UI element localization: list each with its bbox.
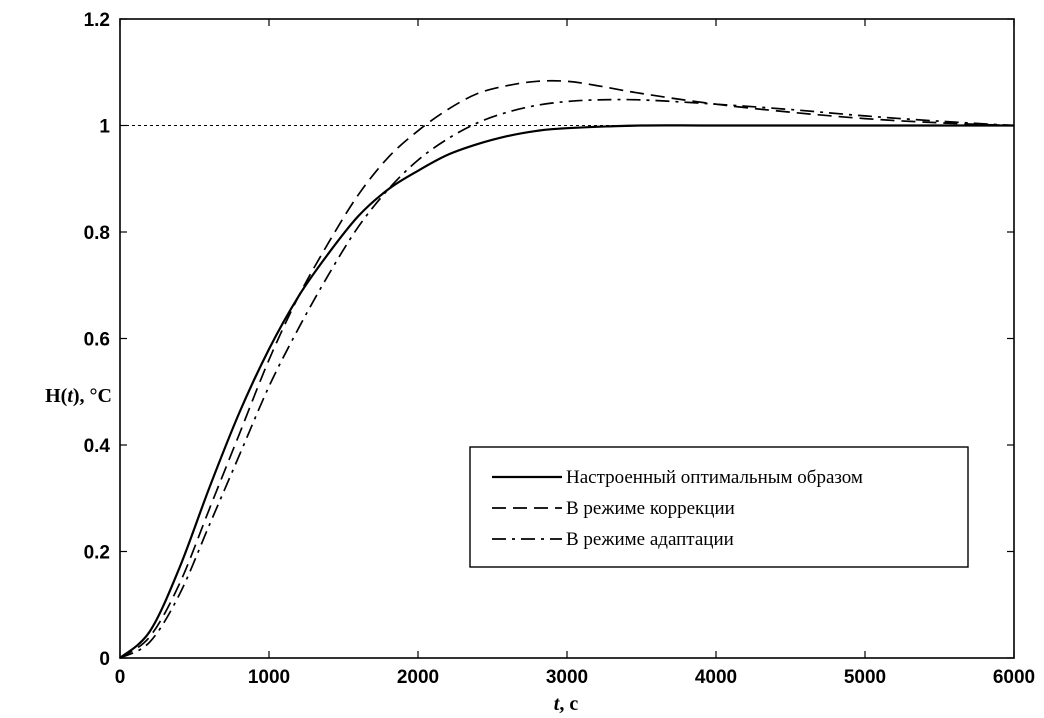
x-tick-label: 3000: [546, 667, 588, 688]
legend: Настроенный оптимальным образом В режиме …: [469, 446, 969, 568]
y-tick-label: 1: [99, 117, 110, 138]
y-tick-label: 0.4: [84, 436, 111, 457]
series-line-3: [119, 98, 1015, 659]
x-axis-label-var: t: [554, 693, 561, 715]
y-tick-label: 0: [99, 649, 110, 670]
x-tick-label: 1000: [248, 667, 290, 688]
x-tick-label: 2000: [397, 667, 439, 688]
x-axis-label-unit: , с: [559, 693, 578, 715]
y-axis-label-pre: H(: [45, 385, 68, 407]
x-tick-label: 5000: [844, 667, 886, 688]
y-tick-label: 0.2: [84, 543, 110, 564]
x-axis-label: t, с: [554, 693, 579, 715]
y-tick-label: 0.8: [84, 223, 110, 244]
legend-label-1: Настроенный оптимальным образом: [566, 467, 863, 488]
y-tick-label: 0.6: [84, 330, 110, 351]
y-tick-label: 1.2: [84, 10, 110, 31]
series-layer: [119, 79, 1015, 659]
x-tick-label: 6000: [993, 667, 1035, 688]
x-tick-label: 4000: [695, 667, 737, 688]
y-axis-label: H(t), °C: [45, 385, 112, 407]
legend-box: [469, 446, 969, 568]
y-axis-label-var: t: [67, 385, 74, 407]
y-axis-label-post: ), °C: [73, 385, 112, 407]
legend-label-2: В режиме коррекции: [566, 498, 735, 519]
series-line-1: [119, 124, 1014, 659]
tick-layer: 0 1000 2000 3000 4000 5000 6000 0 0.2 0.4 0.6 0.8 1 1…: [84, 10, 1036, 688]
x-tick-label: 0: [115, 667, 126, 688]
legend-label-3: В режиме адаптации: [566, 529, 734, 550]
series-line-2: [119, 79, 1015, 659]
